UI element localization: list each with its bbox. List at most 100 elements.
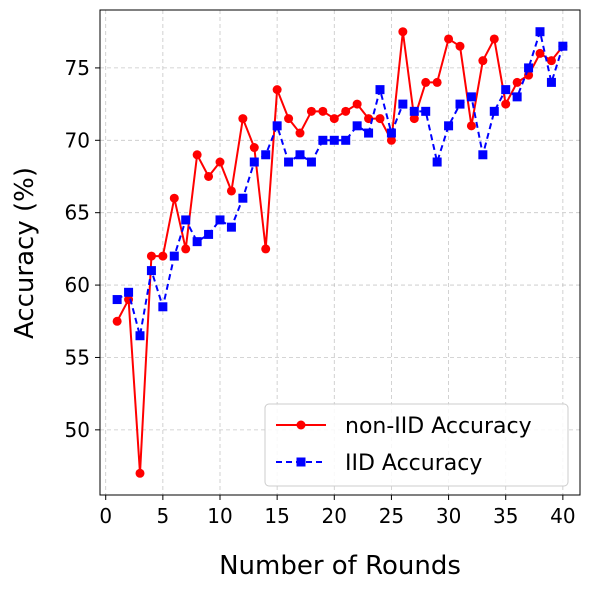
data-point-non-iid-accuracy bbox=[295, 128, 305, 138]
data-point-iid-accuracy bbox=[306, 157, 316, 167]
data-point-non-iid-accuracy bbox=[375, 114, 385, 124]
data-point-iid-accuracy bbox=[398, 99, 408, 109]
x-tick-label: 30 bbox=[436, 504, 461, 528]
data-point-non-iid-accuracy bbox=[146, 251, 156, 261]
x-tick-label: 5 bbox=[156, 504, 169, 528]
data-point-non-iid-accuracy bbox=[135, 468, 145, 478]
data-point-iid-accuracy bbox=[249, 157, 259, 167]
data-point-non-iid-accuracy bbox=[158, 251, 168, 261]
x-tick-label: 0 bbox=[99, 504, 112, 528]
data-point-non-iid-accuracy bbox=[421, 77, 431, 87]
series-line-non-iid-accuracy bbox=[116, 30, 564, 475]
data-point-iid-accuracy bbox=[272, 121, 282, 131]
x-axis-title: Number of Rounds bbox=[219, 551, 461, 581]
data-point-iid-accuracy bbox=[238, 193, 248, 203]
series-non-iid-accuracy bbox=[112, 27, 568, 478]
legend-label-iid: IID Accuracy bbox=[345, 451, 482, 476]
y-tick-label: 60 bbox=[65, 273, 90, 297]
data-point-non-iid-accuracy bbox=[272, 85, 282, 95]
data-point-non-iid-accuracy bbox=[409, 114, 419, 124]
data-point-non-iid-accuracy bbox=[112, 316, 122, 326]
data-point-non-iid-accuracy bbox=[226, 186, 236, 196]
data-point-iid-accuracy bbox=[386, 128, 396, 138]
series-iid-accuracy bbox=[112, 27, 568, 341]
data-point-iid-accuracy bbox=[215, 215, 225, 225]
legend-marker-non-iid bbox=[296, 420, 306, 430]
legend-label-non-iid: non-IID Accuracy bbox=[345, 414, 532, 439]
data-point-iid-accuracy bbox=[261, 150, 271, 160]
data-point-iid-accuracy bbox=[455, 99, 465, 109]
x-tick-label: 15 bbox=[264, 504, 289, 528]
y-axis-title: Accuracy (%) bbox=[10, 167, 40, 339]
y-tick-label: 75 bbox=[65, 56, 90, 80]
data-point-non-iid-accuracy bbox=[535, 48, 545, 58]
axis-ticks: 0 5 10 15 20 25 30 35 40 50 55 60 65 70 75 bbox=[65, 56, 576, 528]
x-tick-label: 40 bbox=[550, 504, 575, 528]
data-point-iid-accuracy bbox=[124, 287, 134, 297]
data-point-non-iid-accuracy bbox=[249, 143, 259, 153]
x-tick-label: 25 bbox=[379, 504, 404, 528]
data-point-iid-accuracy bbox=[169, 251, 179, 261]
plot-frame bbox=[99, 9, 581, 496]
data-point-iid-accuracy bbox=[284, 157, 294, 167]
y-tick-label: 65 bbox=[65, 201, 90, 225]
data-point-iid-accuracy bbox=[375, 85, 385, 95]
data-point-iid-accuracy bbox=[444, 121, 454, 131]
data-point-non-iid-accuracy bbox=[398, 27, 408, 37]
data-point-non-iid-accuracy bbox=[192, 150, 202, 160]
y-tick-label: 50 bbox=[65, 418, 90, 442]
data-point-iid-accuracy bbox=[524, 63, 534, 73]
data-point-non-iid-accuracy bbox=[215, 157, 225, 167]
data-point-non-iid-accuracy bbox=[444, 34, 454, 44]
legend-box bbox=[264, 403, 569, 487]
data-point-iid-accuracy bbox=[329, 135, 339, 145]
data-point-non-iid-accuracy bbox=[341, 106, 351, 116]
x-tick-label: 10 bbox=[207, 504, 232, 528]
data-point-non-iid-accuracy bbox=[512, 77, 522, 87]
data-point-non-iid-accuracy bbox=[352, 99, 362, 109]
data-point-non-iid-accuracy bbox=[261, 244, 271, 254]
data-point-iid-accuracy bbox=[181, 215, 191, 225]
data-point-iid-accuracy bbox=[295, 150, 305, 160]
data-point-non-iid-accuracy bbox=[169, 193, 179, 203]
data-point-iid-accuracy bbox=[512, 92, 522, 102]
legend-marker-iid bbox=[296, 457, 306, 467]
data-point-non-iid-accuracy bbox=[432, 77, 442, 87]
data-point-iid-accuracy bbox=[409, 106, 419, 116]
series-layer bbox=[112, 27, 568, 478]
x-tick-label: 20 bbox=[322, 504, 347, 528]
data-point-iid-accuracy bbox=[558, 41, 568, 51]
data-point-iid-accuracy bbox=[158, 302, 168, 312]
series-line-iid-accuracy bbox=[116, 30, 564, 337]
data-point-iid-accuracy bbox=[546, 77, 556, 87]
data-point-iid-accuracy bbox=[364, 128, 374, 138]
legend: non-IID Accuracy IID Accuracy bbox=[264, 403, 569, 487]
data-point-non-iid-accuracy bbox=[501, 99, 511, 109]
data-point-non-iid-accuracy bbox=[329, 114, 339, 124]
data-point-iid-accuracy bbox=[204, 229, 214, 239]
data-point-non-iid-accuracy bbox=[546, 56, 556, 66]
data-point-non-iid-accuracy bbox=[204, 171, 214, 181]
data-point-non-iid-accuracy bbox=[466, 121, 476, 131]
data-point-iid-accuracy bbox=[432, 157, 442, 167]
data-point-iid-accuracy bbox=[135, 331, 145, 341]
data-point-iid-accuracy bbox=[501, 85, 511, 95]
data-point-iid-accuracy bbox=[318, 135, 328, 145]
y-tick-label: 55 bbox=[65, 345, 90, 369]
x-tick-label: 35 bbox=[493, 504, 518, 528]
data-point-non-iid-accuracy bbox=[478, 56, 488, 66]
data-point-non-iid-accuracy bbox=[306, 106, 316, 116]
data-point-iid-accuracy bbox=[146, 266, 156, 276]
data-point-iid-accuracy bbox=[489, 106, 499, 116]
data-point-non-iid-accuracy bbox=[455, 41, 465, 51]
data-point-iid-accuracy bbox=[478, 150, 488, 160]
data-point-iid-accuracy bbox=[112, 295, 122, 305]
data-point-iid-accuracy bbox=[226, 222, 236, 232]
data-point-non-iid-accuracy bbox=[284, 114, 294, 124]
data-point-iid-accuracy bbox=[466, 92, 476, 102]
data-point-iid-accuracy bbox=[352, 121, 362, 131]
data-point-iid-accuracy bbox=[192, 237, 202, 247]
data-point-non-iid-accuracy bbox=[318, 106, 328, 116]
data-point-non-iid-accuracy bbox=[386, 135, 396, 145]
